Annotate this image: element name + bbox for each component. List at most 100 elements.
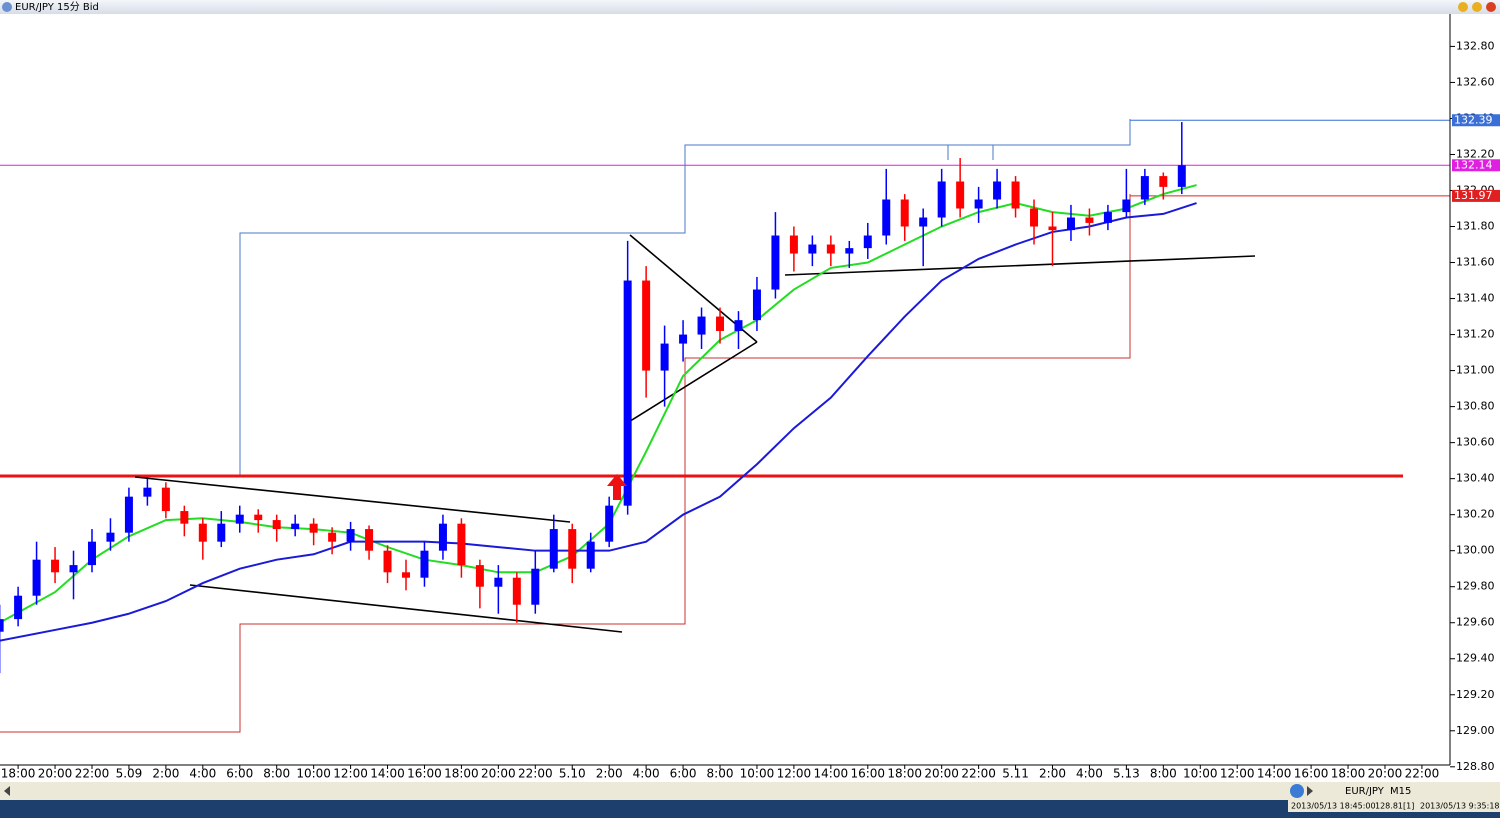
x-tick-label: 5.13 [1113, 767, 1140, 781]
candle [254, 509, 263, 533]
y-tick-label: 129.60 [1456, 616, 1495, 629]
candle [679, 320, 688, 362]
candle [1103, 204, 1112, 231]
x-tick-label: 14:00 [1257, 767, 1292, 781]
status-bar [1288, 800, 1500, 812]
scroll-button[interactable] [1290, 784, 1304, 798]
candle-body [217, 523, 226, 542]
candle [69, 550, 78, 600]
close-button[interactable] [1486, 2, 1496, 12]
candle-body [32, 559, 41, 596]
scroll-right[interactable] [1307, 786, 1313, 796]
x-tick-label: 18:00 [1, 767, 36, 781]
x-tick-label: 8:00 [1150, 767, 1177, 781]
candle-body [882, 199, 891, 236]
price-marker-label: 131.97 [1454, 189, 1493, 202]
candle-body [919, 217, 928, 227]
price-marker-label: 132.14 [1454, 158, 1493, 171]
x-tick-label: 2:00 [596, 767, 623, 781]
y-tick-label: 131.60 [1456, 256, 1495, 269]
candle [568, 523, 577, 584]
candle [752, 276, 761, 331]
candle [1030, 199, 1039, 245]
candle [605, 496, 614, 548]
candle-body [402, 572, 410, 578]
candle [882, 168, 891, 245]
x-tick-label: 18:00 [1331, 767, 1366, 781]
candle [106, 518, 115, 551]
candle [1159, 172, 1168, 200]
candle-body [291, 523, 300, 530]
x-tick-label: 22:00 [1405, 767, 1440, 781]
candle [494, 565, 503, 614]
candle-body [863, 235, 872, 249]
candle [420, 541, 429, 587]
candle-body [1103, 212, 1112, 223]
candle-body [845, 248, 854, 254]
candle-body [14, 595, 23, 620]
candle-body [254, 514, 263, 521]
candle [771, 212, 780, 299]
candle-body [568, 529, 577, 569]
maximize-button[interactable] [1472, 2, 1482, 12]
x-tick-label: 18:00 [887, 767, 922, 781]
y-tick-label: 131.00 [1456, 364, 1495, 377]
candle-body [623, 280, 632, 506]
candle-body [106, 532, 115, 542]
candle [1140, 168, 1149, 205]
candle-body [328, 532, 337, 542]
y-tick-label: 130.80 [1456, 400, 1495, 413]
candle-body [771, 235, 780, 290]
candle [789, 226, 798, 272]
candle [328, 527, 337, 555]
trendline [626, 341, 758, 424]
candle-body [900, 199, 909, 227]
candle [457, 518, 466, 578]
y-tick-label: 129.40 [1456, 652, 1495, 665]
period-selector[interactable]: M15 [1390, 786, 1411, 797]
candle-body [69, 565, 78, 573]
candle [642, 266, 651, 398]
candle [826, 235, 835, 267]
candle-body [1159, 176, 1168, 187]
x-tick-label: 20:00 [481, 767, 516, 781]
candle [402, 559, 410, 591]
y-tick-label: 131.80 [1456, 220, 1495, 233]
candle-body [365, 529, 374, 551]
candle-body [87, 541, 96, 566]
x-tick-label: 22:00 [518, 767, 553, 781]
trendline [134, 476, 571, 523]
candle [475, 559, 484, 609]
candle [512, 572, 521, 623]
x-tick-label: 16:00 [1294, 767, 1329, 781]
price-axis [1450, 14, 1500, 765]
scroll-left[interactable] [4, 786, 10, 796]
high-channel [239, 119, 1131, 475]
scrollbar[interactable] [0, 782, 1500, 800]
candle [808, 235, 817, 267]
y-tick-label: 131.20 [1456, 328, 1495, 341]
candle [993, 168, 1002, 209]
candle [716, 307, 725, 344]
x-tick-label: 5.11 [1002, 767, 1029, 781]
candle [235, 505, 244, 533]
x-tick-label: 20:00 [38, 767, 73, 781]
price-marker-label: 132.39 [1454, 113, 1493, 126]
symbol-selector[interactable]: EUR/JPY [1345, 786, 1385, 797]
x-tick-label: 6:00 [670, 767, 697, 781]
candle [51, 547, 60, 584]
x-tick-label: 12:00 [777, 767, 812, 781]
candle-body [1030, 208, 1039, 227]
minimize-button[interactable] [1458, 2, 1468, 12]
window-title: EUR/JPY 15分 Bid [15, 1, 99, 13]
price-marker [1452, 114, 1500, 127]
candle [32, 541, 41, 605]
x-tick-label: 2:00 [1039, 767, 1066, 781]
low-channel [0, 194, 1131, 733]
x-tick-label: 4:00 [633, 767, 660, 781]
candle-body [752, 289, 761, 321]
x-tick-label: 4:00 [1076, 767, 1103, 781]
y-tick-label: 129.80 [1456, 580, 1495, 593]
candle [161, 482, 170, 519]
x-tick-label: 6:00 [226, 767, 253, 781]
